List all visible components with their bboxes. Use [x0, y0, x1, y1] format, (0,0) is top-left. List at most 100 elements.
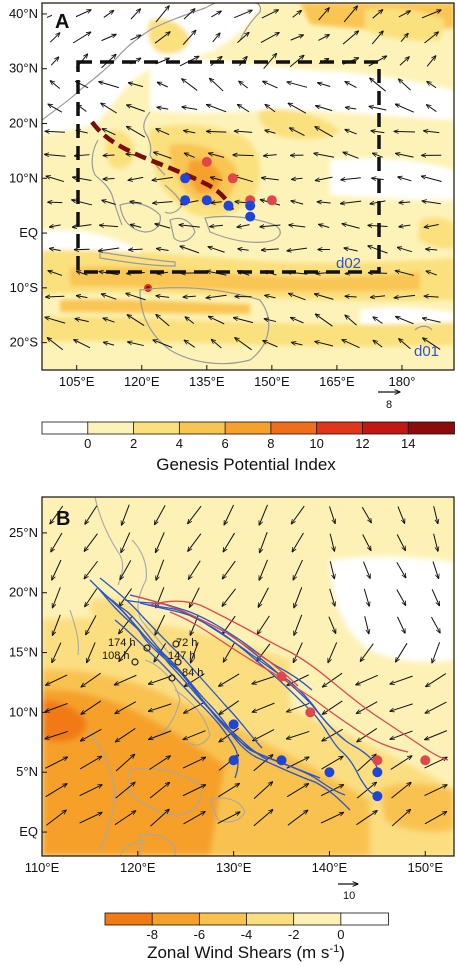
- wind-vector: [363, 561, 370, 579]
- wind-vector: [422, 318, 441, 323]
- wind-vector: [128, 176, 144, 180]
- wind-vector: [184, 131, 196, 133]
- wind-vector: [188, 533, 202, 552]
- panel-a-frame: [41, 2, 455, 371]
- wind-vector: [79, 785, 102, 797]
- wind-vector: [182, 785, 206, 797]
- wind-vector: [318, 8, 330, 21]
- panel-a-gpi-field: [42, 3, 454, 370]
- lat-tick-label: 40°N: [9, 6, 38, 21]
- colorbar-swatch: [133, 421, 181, 435]
- wind-vector: [370, 296, 386, 298]
- wind-vector: [263, 53, 277, 69]
- wind-vector: [287, 82, 308, 88]
- wind-vector: [315, 314, 333, 327]
- wind-vector: [156, 314, 170, 327]
- wind-vector: [395, 104, 414, 113]
- wind-vector: [182, 757, 206, 769]
- lat-tick-label: 25°N: [9, 525, 38, 540]
- panel-b-colorbar-title: Zonal Wind Shears (m s-1): [147, 943, 345, 962]
- lon-tick-label: 105°E: [59, 374, 95, 389]
- wind-vector: [357, 728, 378, 741]
- wind-vector: [345, 315, 357, 326]
- wind-vector: [426, 56, 436, 67]
- wind-vector: [432, 561, 439, 578]
- genesis-point-red: [372, 755, 383, 766]
- wind-vector: [234, 10, 252, 19]
- wind-vector: [183, 296, 196, 297]
- wind-vector: [47, 338, 64, 351]
- wind-vector: [130, 202, 142, 204]
- wind-vector: [103, 155, 115, 156]
- mean-track-dashed: [90, 120, 235, 211]
- wind-vector: [400, 33, 408, 43]
- wind-vector: [179, 225, 200, 227]
- wind-vector: [293, 642, 303, 663]
- wind-vector: [217, 784, 239, 798]
- genesis-point-blue: [245, 211, 256, 222]
- wind-vector: [155, 224, 171, 229]
- wind-vector: [362, 534, 371, 550]
- colorbar-tick: 14: [401, 436, 415, 451]
- colorbar-tick: 12: [355, 436, 369, 451]
- wind-vector: [239, 81, 248, 89]
- wind-vector: [87, 642, 96, 662]
- domain-d01-label: d01: [414, 343, 439, 360]
- wind-vector: [292, 342, 303, 345]
- wind-vector: [318, 83, 331, 87]
- wind-vector: [318, 35, 329, 41]
- wind-vector: [155, 6, 169, 23]
- lat-tick-label: 15°N: [9, 645, 38, 660]
- lon-tick-label: 130°E: [216, 860, 252, 875]
- wind-vector: [150, 809, 170, 827]
- wind-vector: [127, 126, 146, 138]
- wind-vector: [209, 153, 225, 158]
- wind-vector: [315, 341, 334, 347]
- wind-vector: [399, 57, 409, 66]
- wind-vector: [287, 810, 308, 826]
- wind-vector: [329, 561, 334, 579]
- wind-vector: [46, 674, 68, 685]
- wind-vector: [259, 559, 269, 580]
- wind-vector: [99, 82, 119, 89]
- wind-vector: [155, 58, 170, 65]
- wind-vector: [356, 674, 379, 685]
- wind-vector: [356, 701, 378, 714]
- wind-vector: [237, 32, 249, 44]
- wind-vector: [156, 559, 165, 581]
- wind-vector: [127, 315, 145, 327]
- wind-vector: [222, 560, 236, 579]
- wind-vector: [103, 342, 115, 345]
- wind-vector: [345, 107, 357, 109]
- wind-vector: [397, 616, 405, 633]
- wind-vector: [75, 319, 89, 323]
- wind-vector: [153, 202, 173, 204]
- wind-vector: [287, 247, 308, 251]
- wind-vector: [290, 128, 305, 137]
- wind-vector: [126, 293, 146, 301]
- wind-vector: [219, 673, 240, 686]
- wind-vector: [265, 295, 276, 298]
- wind-vector: [373, 153, 383, 158]
- wind-vector: [340, 200, 362, 204]
- wind-vector: [120, 560, 132, 579]
- panel-b-tracks: [89, 577, 449, 811]
- wind-vector: [101, 34, 116, 42]
- wind-vector: [103, 179, 115, 180]
- wind-vector: [103, 318, 115, 323]
- genesis-point-red: [201, 156, 212, 167]
- wind-vector: [49, 248, 61, 250]
- wind-vector: [74, 340, 91, 349]
- wind-vector: [128, 342, 144, 347]
- wind-vector: [129, 249, 143, 250]
- wind-vector: [48, 271, 63, 276]
- wind-vector: [329, 533, 334, 551]
- wind-vector: [157, 82, 169, 88]
- wind-vector: [182, 79, 198, 91]
- lat-tick-label: 10°N: [9, 704, 38, 719]
- panel-a-lat-axis: 40°N 30°N 20°N 10°N EQ 10°S 20°S: [9, 6, 47, 350]
- wind-vector: [286, 784, 308, 798]
- wind-vector: [237, 104, 250, 113]
- wind-vector: [115, 701, 137, 714]
- lon-tick-label: 140°E: [312, 860, 348, 875]
